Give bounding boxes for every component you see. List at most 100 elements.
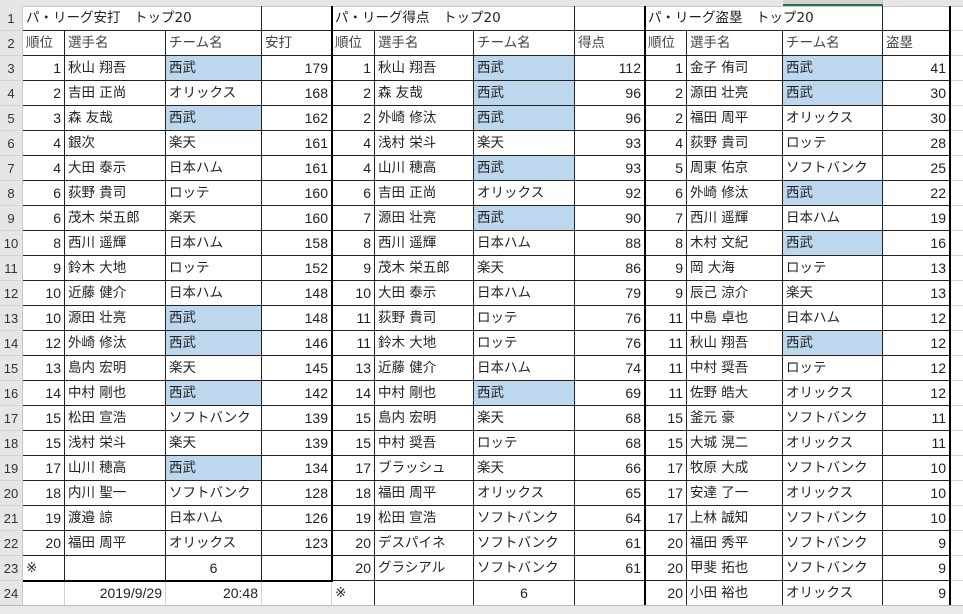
rank-cell[interactable]: 8 (23, 231, 65, 256)
empty-cell[interactable] (951, 281, 963, 306)
team-cell[interactable]: 西武 (783, 181, 883, 206)
column-header-player[interactable]: 選手名 (65, 31, 166, 56)
team-cell[interactable]: ソフトバンク (783, 406, 883, 431)
column-header-value[interactable]: 盗塁 (883, 31, 950, 56)
stat-value-cell[interactable]: 168 (262, 81, 332, 106)
stat-value-cell[interactable]: 9 (883, 556, 950, 581)
row-number[interactable]: 12 (0, 281, 22, 306)
player-name-cell[interactable]: 山川 穂高 (65, 456, 166, 481)
player-name-cell[interactable]: 源田 壮亮 (65, 306, 166, 331)
stat-value-cell[interactable]: 88 (575, 231, 645, 256)
player-name-cell[interactable]: 山川 穂高 (375, 156, 474, 181)
row-number[interactable]: 20 (0, 481, 22, 506)
stat-value-cell[interactable]: 68 (575, 406, 645, 431)
column-header-rank[interactable]: 順位 (645, 31, 687, 56)
player-name-cell[interactable]: 中村 奨吾 (375, 431, 474, 456)
empty-cell[interactable] (951, 481, 963, 506)
player-name-cell[interactable]: 荻野 貴司 (375, 306, 474, 331)
rank-cell[interactable]: 20 (332, 531, 375, 556)
time-cell[interactable]: 20:48 (166, 581, 262, 606)
stat-value-cell[interactable]: 148 (262, 306, 332, 331)
player-name-cell[interactable]: 中村 剛也 (65, 381, 166, 406)
row-number[interactable]: 5 (0, 106, 22, 131)
empty-cell[interactable] (951, 506, 963, 531)
player-name-cell[interactable]: 近藤 健介 (65, 281, 166, 306)
player-name-cell[interactable]: 辰己 涼介 (687, 281, 783, 306)
stat-value-cell[interactable]: 112 (575, 56, 645, 81)
empty-cell[interactable] (951, 206, 963, 231)
team-cell[interactable]: ロッテ (474, 331, 575, 356)
team-cell[interactable]: 西武 (783, 56, 883, 81)
player-name-cell[interactable]: 外崎 修汰 (375, 106, 474, 131)
column-header-player[interactable]: 選手名 (687, 31, 783, 56)
player-name-cell[interactable]: 浅村 栄斗 (375, 131, 474, 156)
rank-cell[interactable]: 10 (23, 281, 65, 306)
team-cell[interactable]: 西武 (783, 81, 883, 106)
row-number[interactable]: 4 (0, 81, 22, 106)
team-cell[interactable]: ソフトバンク (783, 456, 883, 481)
stat-value-cell[interactable]: 96 (575, 81, 645, 106)
team-cell[interactable]: 西武 (166, 306, 262, 331)
stat-value-cell[interactable]: 11 (883, 406, 950, 431)
date-cell[interactable]: 2019/9/29 (65, 581, 166, 606)
player-name-cell[interactable]: 佐野 皓大 (687, 381, 783, 406)
team-cell[interactable]: ソフトバンク (783, 556, 883, 581)
rank-cell[interactable]: 18 (23, 481, 65, 506)
rank-cell[interactable]: 11 (332, 306, 375, 331)
stat-value-cell[interactable]: 90 (575, 206, 645, 231)
team-cell[interactable]: 西武 (474, 106, 575, 131)
player-name-cell[interactable]: 秋山 翔吾 (65, 56, 166, 81)
team-cell[interactable]: オリックス (783, 381, 883, 406)
team-cell[interactable]: ソフトバンク (474, 531, 575, 556)
player-name-cell[interactable]: 福田 秀平 (687, 531, 783, 556)
column-header-strip[interactable] (0, 0, 963, 7)
team-cell[interactable]: ソフトバンク (474, 506, 575, 531)
rank-cell[interactable]: 18 (332, 481, 375, 506)
rank-cell[interactable]: 15 (23, 406, 65, 431)
empty-cell[interactable] (575, 6, 645, 31)
rank-cell[interactable]: 4 (23, 156, 65, 181)
stat-value-cell[interactable]: 10 (883, 481, 950, 506)
player-name-cell[interactable]: 浅村 栄斗 (65, 431, 166, 456)
player-name-cell[interactable]: 渡邉 諒 (65, 506, 166, 531)
stat-value-cell[interactable]: 65 (575, 481, 645, 506)
team-cell[interactable]: 西武 (166, 456, 262, 481)
stat-value-cell[interactable]: 12 (883, 331, 950, 356)
player-name-cell[interactable]: 中村 奨吾 (687, 356, 783, 381)
stat-value-cell[interactable]: 68 (575, 431, 645, 456)
stat-value-cell[interactable]: 139 (262, 431, 332, 456)
stat-value-cell[interactable]: 10 (883, 506, 950, 531)
stat-value-cell[interactable]: 13 (883, 256, 950, 281)
table-title[interactable]: パ・リーグ安打 トップ20 (23, 6, 262, 31)
player-name-cell[interactable]: 甲斐 拓也 (687, 556, 783, 581)
stat-value-cell[interactable]: 179 (262, 56, 332, 81)
team-cell[interactable]: 楽天 (474, 456, 575, 481)
stat-value-cell[interactable]: 41 (883, 56, 950, 81)
rank-cell[interactable]: 6 (23, 206, 65, 231)
player-name-cell[interactable]: 中村 剛也 (375, 381, 474, 406)
empty-cell[interactable] (951, 256, 963, 281)
team-cell[interactable]: オリックス (166, 531, 262, 556)
stat-value-cell[interactable]: 161 (262, 131, 332, 156)
stat-value-cell[interactable]: 161 (262, 156, 332, 181)
team-cell[interactable]: ソフトバンク (166, 481, 262, 506)
rank-cell[interactable]: 8 (332, 231, 375, 256)
player-name-cell[interactable]: 銀次 (65, 131, 166, 156)
player-name-cell[interactable]: 安達 了一 (687, 481, 783, 506)
column-header-rank[interactable]: 順位 (23, 31, 65, 56)
stat-value-cell[interactable]: 134 (262, 456, 332, 481)
stat-value-cell[interactable]: 139 (262, 406, 332, 431)
empty-cell[interactable] (951, 556, 963, 581)
stat-value-cell[interactable]: 158 (262, 231, 332, 256)
note-mark-cell[interactable]: ※ (23, 556, 65, 581)
selected-column-header[interactable] (783, 0, 883, 6)
stat-value-cell[interactable]: 142 (262, 381, 332, 406)
row-number[interactable]: 18 (0, 431, 22, 456)
rank-cell[interactable]: 4 (332, 156, 375, 181)
rank-cell[interactable]: 8 (645, 231, 687, 256)
stat-value-cell[interactable]: 93 (575, 156, 645, 181)
player-name-cell[interactable]: 福田 周平 (687, 106, 783, 131)
team-cell[interactable]: ロッテ (166, 256, 262, 281)
stat-value-cell[interactable]: 12 (883, 356, 950, 381)
row-number[interactable]: 1 (0, 6, 22, 31)
